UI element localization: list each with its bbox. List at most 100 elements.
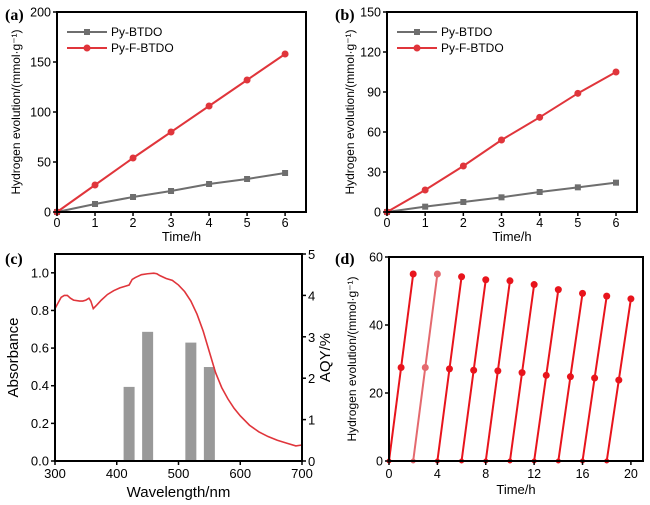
data-point — [615, 376, 623, 384]
y-tick-label: 120 — [360, 46, 381, 60]
aqy-bars — [123, 331, 215, 461]
cycle — [386, 270, 417, 464]
y-tick-label: 90 — [367, 86, 381, 100]
y-tick-label: 0.0 — [31, 454, 49, 469]
data-point — [482, 276, 490, 284]
x-tick-label: 700 — [291, 466, 313, 481]
y-axis-title: Absorbance — [5, 317, 22, 397]
data-point — [282, 170, 289, 176]
cycle — [531, 286, 562, 464]
data-point — [579, 289, 587, 297]
data-point — [542, 371, 550, 379]
data-point — [627, 295, 635, 303]
data-point — [518, 369, 526, 377]
data-point — [168, 188, 175, 194]
x-tick-label: 600 — [229, 466, 251, 481]
x-tick-label: 4 — [206, 216, 213, 230]
panel-label: (c) — [5, 251, 23, 268]
y-tick-label: 0.4 — [31, 378, 49, 393]
data-point — [205, 102, 213, 110]
legend-marker — [84, 29, 90, 35]
cycle — [555, 289, 587, 464]
y-right-axis-title: AQY/% — [317, 333, 334, 382]
x-tick-label: 8 — [482, 467, 489, 481]
cycle — [604, 295, 635, 464]
data-point — [244, 176, 251, 182]
x-tick-label: 4 — [536, 216, 543, 230]
legend-label: Py-BTDO — [111, 25, 162, 39]
data-point — [91, 181, 99, 189]
aqy-bar — [142, 331, 154, 461]
plot-frame — [386, 11, 638, 213]
aqy-bar — [123, 386, 135, 461]
x-tick-label: 1 — [92, 216, 99, 230]
data-point — [92, 201, 99, 207]
x-tick-label: 5 — [574, 216, 581, 230]
panel-label: (b) — [335, 7, 355, 24]
x-tick-label: 0 — [54, 216, 61, 230]
absorbance-line — [54, 272, 303, 447]
data-point — [458, 273, 466, 281]
legend-label: Py-F-BTDO — [441, 41, 504, 55]
data-point — [281, 50, 289, 58]
y-tick-label: 60 — [367, 126, 381, 140]
data-point — [459, 162, 467, 170]
x-tick-label: 400 — [106, 466, 128, 481]
y-tick-label: 50 — [37, 156, 51, 170]
legend-marker — [414, 29, 420, 35]
data-point — [460, 199, 467, 205]
x-axis-title: Wavelength/nm — [127, 484, 231, 501]
aqy-bar — [203, 367, 215, 461]
data-point — [167, 128, 175, 136]
y-right-tick-label: 5 — [308, 247, 315, 262]
y-right-tick-label: 1 — [308, 413, 315, 428]
x-tick-label: 2 — [130, 216, 137, 230]
y-axis-title: Hydrogen evolution/(mmol·g⁻¹) — [9, 29, 23, 194]
y-tick-label: 0.2 — [31, 416, 49, 431]
x-tick-label: 300 — [44, 466, 66, 481]
x-tick-label: 500 — [168, 466, 190, 481]
legend: Py-BTDO Py-F-BTDO — [67, 25, 174, 55]
cycle — [483, 277, 514, 464]
aqy-bar — [185, 342, 197, 461]
data-point — [445, 365, 453, 373]
panel-label: (d) — [335, 251, 355, 268]
y-axis-title: Hydrogen evolution/(mmol·g⁻¹) — [343, 29, 357, 194]
series-py-f-btdo — [383, 68, 620, 216]
data-point — [129, 154, 137, 162]
panel-d: (d) 0 4 8 12 16 20 0 20 40 60 Time/h Hydrogen evolut… — [335, 251, 644, 497]
data-point — [574, 184, 581, 191]
legend-label: Py-BTDO — [441, 25, 492, 39]
y-axis-title: Hydrogen evolution/(mmol·g⁻¹) — [345, 276, 359, 441]
x-tick-label: 6 — [613, 216, 620, 230]
y-right-tick-label: 3 — [308, 330, 315, 345]
y-tick-label: 150 — [30, 56, 51, 70]
data-point — [397, 364, 405, 371]
y-tick-label: 0 — [374, 206, 381, 220]
data-point — [574, 89, 582, 97]
x-tick-label: 0 — [384, 216, 391, 230]
y-tick-label: 30 — [367, 166, 381, 180]
data-point — [536, 113, 544, 121]
x-tick-label: 20 — [624, 467, 638, 481]
x-tick-label: 5 — [244, 216, 251, 230]
data-point — [421, 364, 429, 371]
x-tick-label: 4 — [434, 467, 441, 481]
panel-a: (a) Py-BTDO Py-F-BTDO 0 1 2 3 4 5 6 0 50 100 150 200 Ti… — [5, 6, 307, 244]
cycle — [459, 276, 490, 464]
data-point — [530, 281, 538, 289]
cycle — [507, 281, 538, 464]
y-tick-label: 100 — [30, 106, 51, 120]
data-point — [566, 373, 574, 381]
y-tick-label: 0 — [376, 455, 383, 469]
y-right-tick-label: 2 — [308, 371, 315, 386]
y-tick-label: 20 — [369, 387, 383, 401]
y-right-tick-label: 0 — [308, 454, 315, 469]
x-tick-label: 12 — [527, 467, 541, 481]
legend: Py-BTDO Py-F-BTDO — [397, 25, 504, 55]
y-right-tick-label: 4 — [308, 288, 315, 303]
x-tick-label: 3 — [168, 216, 175, 230]
data-point — [206, 181, 213, 187]
